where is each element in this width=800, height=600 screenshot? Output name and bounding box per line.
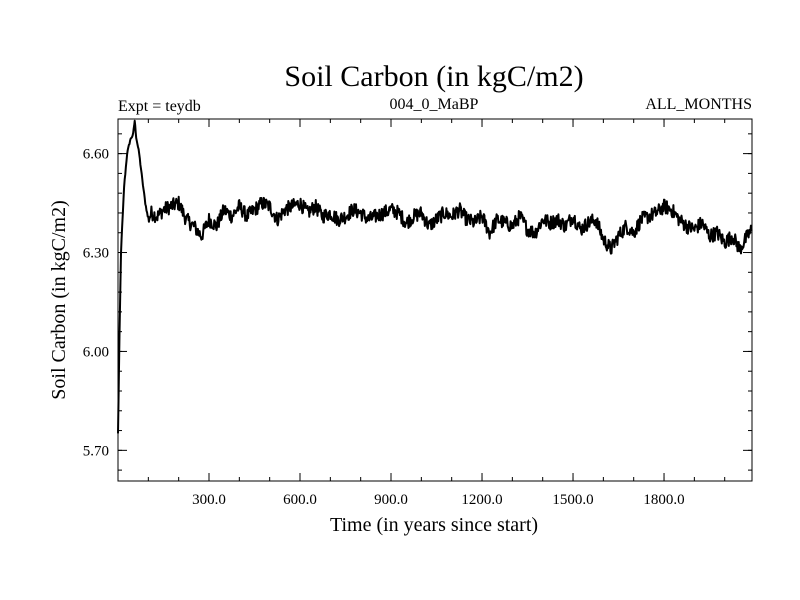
x-tick-label: 600.0 (283, 492, 317, 508)
y-tick-label: 6.60 (83, 147, 109, 163)
series-line-soil-carbon (117, 119, 753, 434)
x-tick-label: 1500.0 (552, 492, 593, 508)
y-axis-tick-labels: 5.70 6.00 6.30 6.60 (83, 147, 109, 460)
subtitle-left: Expt = teydb (118, 98, 201, 115)
y-axis-label: Soil Carbon (in kgC/m2) (48, 200, 70, 399)
y-axis-ticks (118, 133, 752, 471)
y-tick-label: 6.30 (83, 246, 109, 262)
x-tick-label: 300.0 (192, 492, 226, 508)
chart-title: Soil Carbon (in kgC/m2) (284, 60, 583, 93)
y-tick-label: 6.00 (83, 344, 109, 360)
x-tick-label: 900.0 (374, 492, 408, 508)
x-tick-label: 1800.0 (643, 492, 684, 508)
subtitle-center: 004_0_MaBP (390, 96, 479, 113)
x-axis-ticks (147, 119, 726, 481)
x-axis-label: Time (in years since start) (330, 514, 538, 536)
subtitle-right: ALL_MONTHS (645, 96, 752, 113)
x-tick-label: 1200.0 (461, 492, 502, 508)
plot-frame (117, 118, 753, 482)
y-tick-label: 5.70 (83, 443, 109, 459)
x-axis-tick-labels: 300.0 600.0 900.0 1200.0 1500.0 1800.0 (192, 492, 685, 508)
